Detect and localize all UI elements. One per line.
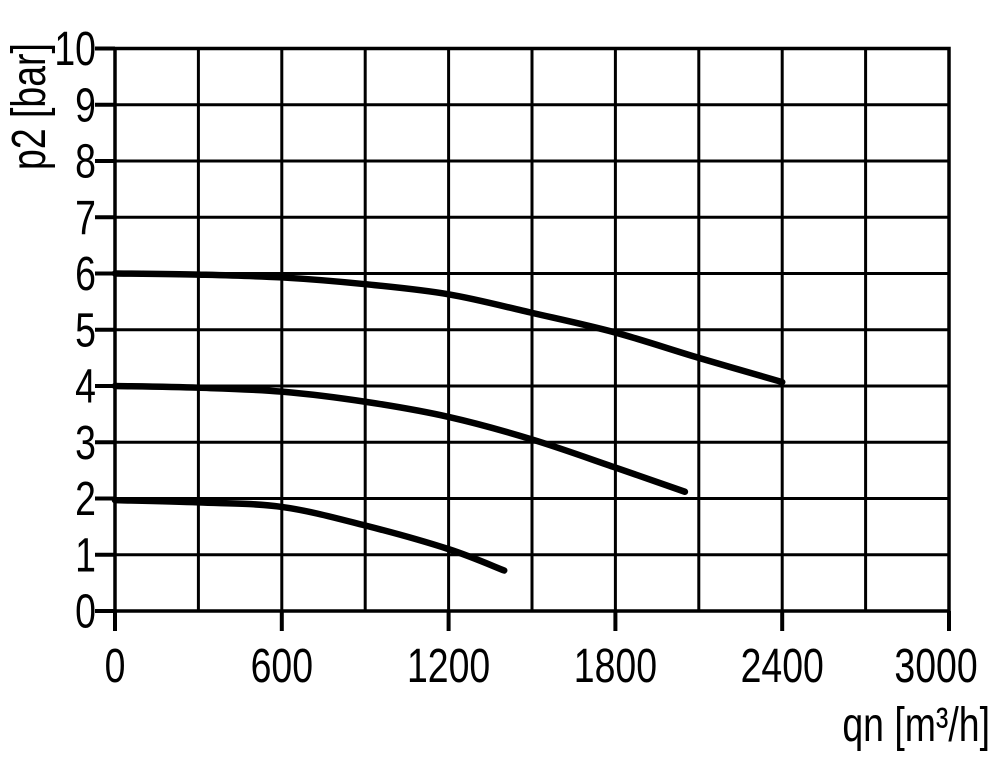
y-tick-label: 4 xyxy=(75,360,96,414)
y-tick-label: 6 xyxy=(75,248,96,302)
y-tick-label: 9 xyxy=(75,79,96,133)
y-tick-label: 2 xyxy=(75,473,96,527)
x-tick-label: 0 xyxy=(105,640,126,694)
flow-curve-4-bar xyxy=(111,382,689,495)
x-tick-label: 1200 xyxy=(407,640,490,694)
y-tick-label: 10 xyxy=(54,23,96,77)
y-tick-label: 1 xyxy=(75,529,96,583)
y-tick-label: 8 xyxy=(75,135,96,189)
x-tick-label: 1800 xyxy=(574,640,657,694)
x-tick-label: 2400 xyxy=(741,640,824,694)
y-tick-label: 0 xyxy=(75,585,96,639)
x-tick-label: 600 xyxy=(251,640,313,694)
flow-curve-6-bar xyxy=(111,270,786,386)
x-tick-label: 3000 xyxy=(894,640,977,694)
y-axis-title: p2 [bar] xyxy=(3,43,57,170)
flow-curve-2-bar xyxy=(111,496,508,574)
y-tick-label: 5 xyxy=(75,304,96,358)
x-axis-title: qn [m³/h] xyxy=(842,699,990,753)
y-tick-label: 7 xyxy=(75,191,96,245)
y-tick-label: 3 xyxy=(75,416,96,470)
